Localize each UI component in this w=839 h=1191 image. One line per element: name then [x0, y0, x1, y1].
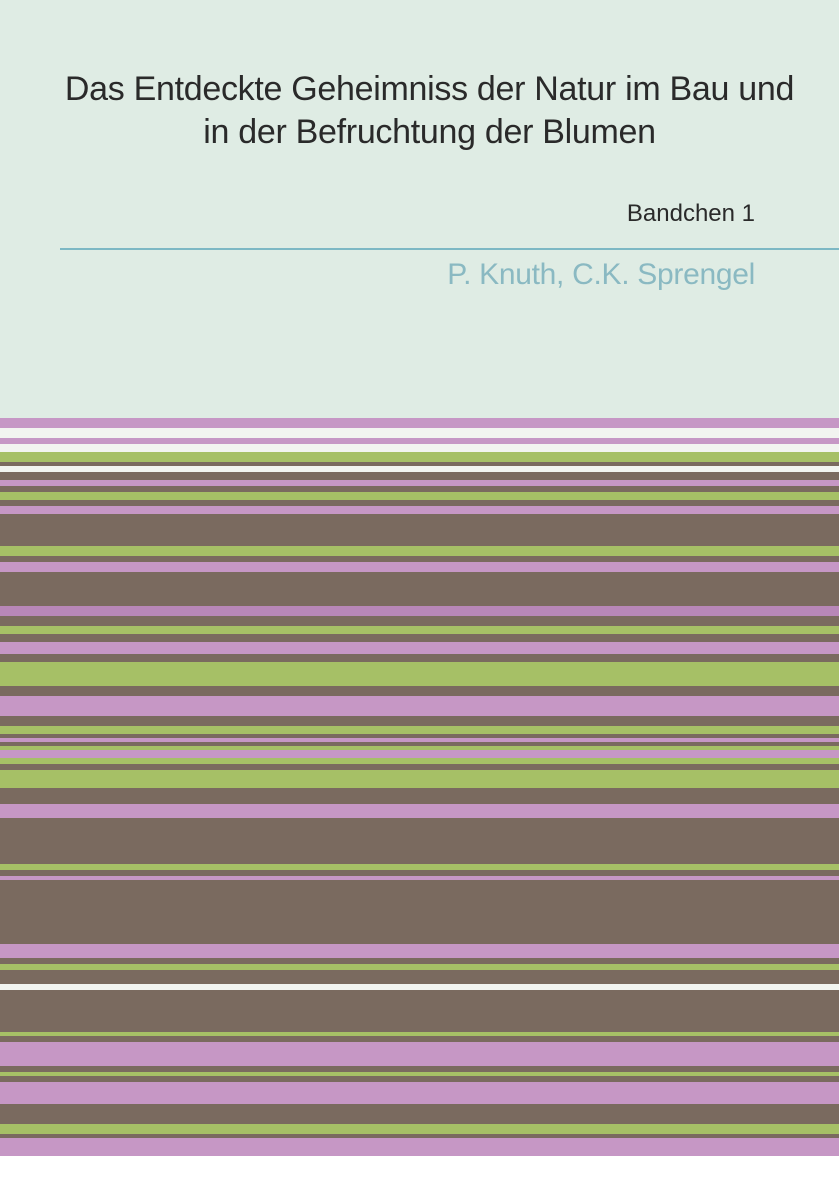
stripe [0, 804, 839, 818]
stripe [0, 452, 839, 462]
cover-top: Das Entdeckte Geheimniss der Natur im Ba… [0, 0, 839, 418]
stripe [0, 1104, 839, 1124]
stripe [0, 726, 839, 734]
book-subtitle: Bandchen 1 [627, 200, 755, 228]
stripe [0, 818, 839, 864]
stripe [0, 880, 839, 944]
stripe [0, 944, 839, 958]
divider-line [60, 248, 839, 250]
stripe [0, 990, 839, 1032]
stripe [0, 750, 839, 758]
stripe [0, 444, 839, 452]
stripe [0, 1082, 839, 1104]
stripe [0, 716, 839, 726]
stripe [0, 572, 839, 606]
stripe [0, 642, 839, 654]
stripe [0, 626, 839, 634]
stripe [0, 654, 839, 662]
stripe [0, 428, 839, 438]
stripe [0, 606, 839, 616]
stripe [0, 562, 839, 572]
stripe [0, 546, 839, 556]
stripe [0, 514, 839, 546]
stripe [0, 616, 839, 626]
stripe [0, 686, 839, 696]
stripe [0, 1124, 839, 1134]
stripe [0, 970, 839, 984]
stripe [0, 418, 839, 428]
stripe [0, 770, 839, 788]
stripe [0, 1042, 839, 1066]
stripe [0, 492, 839, 500]
stripe [0, 506, 839, 514]
stripe [0, 472, 839, 480]
stripe [0, 788, 839, 804]
stripe [0, 662, 839, 686]
stripe [0, 1138, 839, 1156]
stripe [0, 696, 839, 716]
book-authors: P. Knuth, C.K. Sprengel [447, 258, 755, 292]
book-title: Das Entdeckte Geheimniss der Natur im Ba… [60, 68, 799, 153]
stripe [0, 634, 839, 642]
stripe-pattern [0, 418, 839, 1191]
